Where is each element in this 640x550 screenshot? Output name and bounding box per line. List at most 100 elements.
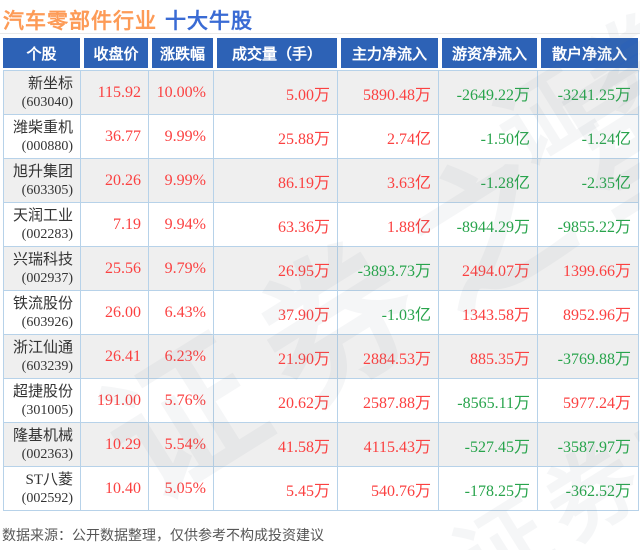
- stock-name: 新坐标: [27, 75, 73, 92]
- main-net-inflow: -3893.73万: [337, 246, 439, 291]
- stock-name: 隆基机械: [12, 427, 73, 444]
- stock-name: ST八菱: [25, 471, 73, 488]
- table-row: 旭升集团 (603305) 20.26 9.99% 86.19万 3.63亿 -…: [3, 158, 639, 203]
- main-net-inflow: -1.03亿: [337, 290, 439, 335]
- stock-cell: 铁流股份 (603926): [3, 290, 81, 335]
- change-percent: 5.54%: [148, 422, 214, 467]
- change-percent: 9.79%: [148, 246, 214, 291]
- stock-cell: 潍柴重机 (000880): [3, 114, 81, 159]
- stock-cell: 超捷股份 (301005): [3, 378, 81, 423]
- stock-name: 超捷股份: [12, 383, 73, 400]
- speculative-net-inflow: -1.28亿: [438, 158, 538, 203]
- stock-cell: ST八菱 (002592): [3, 466, 81, 511]
- speculative-net-inflow: -8565.11万: [438, 378, 538, 423]
- column-header: 个股: [3, 38, 80, 68]
- column-header: 散户净流入: [537, 38, 638, 68]
- close-price: 115.92: [80, 70, 149, 115]
- table-row: 天润工业 (002283) 7.19 9.94% 63.36万 1.88亿 -8…: [3, 202, 639, 247]
- stock-name: 浙江仙通: [12, 339, 73, 356]
- main-net-inflow: 2587.88万: [337, 378, 439, 423]
- volume: 26.95万: [213, 246, 338, 291]
- close-price: 7.19: [80, 202, 149, 247]
- volume: 5.00万: [213, 70, 338, 115]
- speculative-net-inflow: 1343.58万: [438, 290, 538, 335]
- retail-net-inflow: -362.52万: [537, 466, 639, 511]
- retail-net-inflow: -3587.97万: [537, 422, 639, 467]
- speculative-net-inflow: -1.50亿: [438, 114, 538, 159]
- retail-net-inflow: 8952.96万: [537, 290, 639, 335]
- title-suffix: 十大牛股: [165, 10, 253, 33]
- speculative-net-inflow: -178.25万: [438, 466, 538, 511]
- top-stocks-table: 新坐标 (603040) 115.92 10.00% 5.00万 5890.48…: [3, 70, 639, 511]
- change-percent: 6.43%: [148, 290, 214, 335]
- speculative-net-inflow: -2649.22万: [438, 70, 538, 115]
- retail-net-inflow: 5977.24万: [537, 378, 639, 423]
- stock-name: 旭升集团: [12, 163, 73, 180]
- close-price: 26.00: [80, 290, 149, 335]
- stock-code: (603305): [21, 182, 73, 198]
- close-price: 10.29: [80, 422, 149, 467]
- change-percent: 5.05%: [148, 466, 214, 511]
- stock-name: 天润工业: [12, 207, 73, 224]
- change-percent: 6.23%: [148, 334, 214, 379]
- speculative-net-inflow: 885.35万: [438, 334, 538, 379]
- stock-name: 铁流股份: [12, 295, 73, 312]
- main-net-inflow: 2.74亿: [337, 114, 439, 159]
- stock-code: (002283): [21, 226, 73, 242]
- change-percent: 5.76%: [148, 378, 214, 423]
- stock-code: (603239): [21, 358, 73, 374]
- title-divider: [0, 33, 640, 34]
- column-header: 涨跌幅: [148, 38, 213, 68]
- title-industry: 汽车零部件行业: [3, 10, 157, 33]
- table-row: ST八菱 (002592) 10.40 5.05% 5.45万 540.76万 …: [3, 466, 639, 511]
- stock-name: 兴瑞科技: [12, 251, 73, 268]
- change-percent: 9.99%: [148, 158, 214, 203]
- page-title: 汽车零部件行业 十大牛股: [3, 5, 253, 35]
- column-header: 游资净流入: [438, 38, 537, 68]
- volume: 37.90万: [213, 290, 338, 335]
- main-net-inflow: 1.88亿: [337, 202, 439, 247]
- retail-net-inflow: -1.24亿: [537, 114, 639, 159]
- main-net-inflow: 5890.48万: [337, 70, 439, 115]
- stock-code: (002592): [21, 490, 73, 506]
- stock-code: (603040): [21, 94, 73, 110]
- retail-net-inflow: -2.35亿: [537, 158, 639, 203]
- speculative-net-inflow: -8944.29万: [438, 202, 538, 247]
- main-net-inflow: 540.76万: [337, 466, 439, 511]
- table-row: 浙江仙通 (603239) 26.41 6.23% 21.90万 2884.53…: [3, 334, 639, 379]
- change-percent: 9.94%: [148, 202, 214, 247]
- close-price: 20.26: [80, 158, 149, 203]
- table-row: 兴瑞科技 (002937) 25.56 9.79% 26.95万 -3893.7…: [3, 246, 639, 291]
- table-header-row: 个股 收盘价 涨跌幅 成交量（手） 主力净流入 游资净流入 散户净流入: [3, 38, 638, 68]
- stock-code: (301005): [21, 402, 73, 418]
- main-net-inflow: 4115.43万: [337, 422, 439, 467]
- stock-cell: 新坐标 (603040): [3, 70, 81, 115]
- stock-name: 潍柴重机: [12, 119, 73, 136]
- volume: 86.19万: [213, 158, 338, 203]
- close-price: 10.40: [80, 466, 149, 511]
- volume: 21.90万: [213, 334, 338, 379]
- table-row: 新坐标 (603040) 115.92 10.00% 5.00万 5890.48…: [3, 70, 639, 115]
- speculative-net-inflow: -527.45万: [438, 422, 538, 467]
- change-percent: 10.00%: [148, 70, 214, 115]
- close-price: 26.41: [80, 334, 149, 379]
- column-header: 成交量（手）: [213, 38, 337, 68]
- speculative-net-inflow: 2494.07万: [438, 246, 538, 291]
- stock-cell: 旭升集团 (603305): [3, 158, 81, 203]
- change-percent: 9.99%: [148, 114, 214, 159]
- stock-cell: 浙江仙通 (603239): [3, 334, 81, 379]
- stock-code: (002937): [21, 270, 73, 286]
- main-net-inflow: 2884.53万: [337, 334, 439, 379]
- main-net-inflow: 3.63亿: [337, 158, 439, 203]
- volume: 25.88万: [213, 114, 338, 159]
- data-source-note: 数据来源：公开数据整理，仅供参考不构成投资建议: [2, 527, 324, 543]
- stock-code: (000880): [21, 138, 73, 154]
- column-header: 收盘价: [80, 38, 148, 68]
- table-row: 隆基机械 (002363) 10.29 5.54% 41.58万 4115.43…: [3, 422, 639, 467]
- retail-net-inflow: -3769.88万: [537, 334, 639, 379]
- volume: 63.36万: [213, 202, 338, 247]
- retail-net-inflow: -9855.22万: [537, 202, 639, 247]
- volume: 20.62万: [213, 378, 338, 423]
- retail-net-inflow: -3241.25万: [537, 70, 639, 115]
